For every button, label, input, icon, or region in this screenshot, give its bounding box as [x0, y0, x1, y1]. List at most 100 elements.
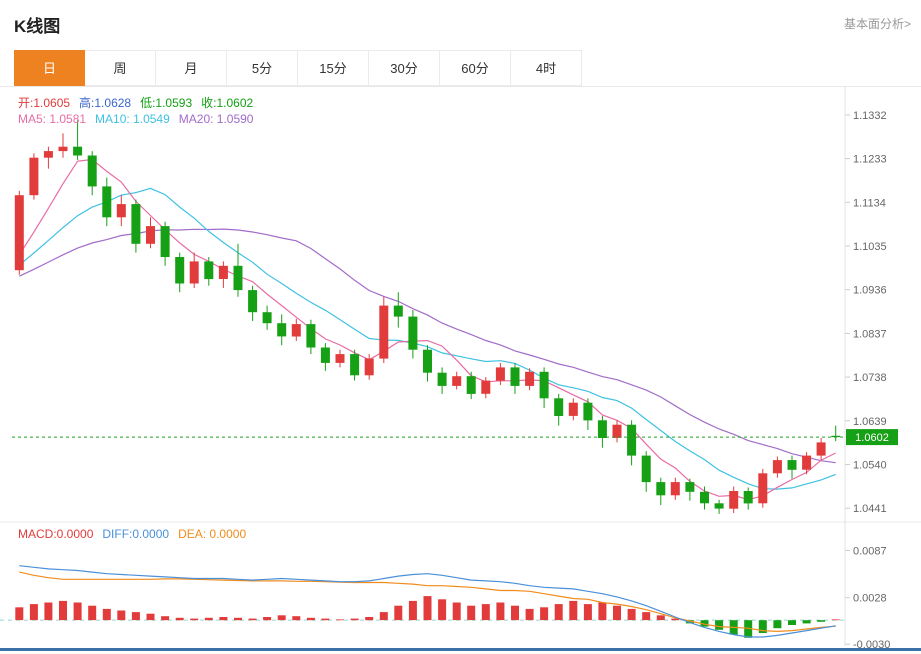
tab-week[interactable]: 周: [85, 50, 156, 86]
candle-body: [14, 195, 24, 271]
macd-bar: [292, 616, 301, 621]
bottom-divider: [0, 648, 921, 651]
macd-bar: [627, 608, 636, 621]
tab-day[interactable]: 日: [14, 50, 85, 86]
chart-area: 1.1332 1.1233 1.1134 1.1035 1.0936 1.0837 1.07…: [0, 87, 921, 654]
macd-bar: [554, 604, 563, 621]
candle-body: [160, 226, 170, 257]
macd-bar: [219, 617, 228, 621]
candle-body: [320, 347, 330, 363]
dea-line: [19, 571, 836, 633]
price-axis-label: 1.1035: [853, 241, 887, 253]
macd-bar: [379, 612, 388, 621]
candle-body: [597, 420, 607, 438]
candle-body: [43, 151, 53, 158]
macd-bar: [88, 605, 97, 621]
candle-body: [452, 376, 462, 386]
diff-line: [19, 565, 836, 638]
candle-body: [831, 435, 841, 438]
tab-30min[interactable]: 30分: [369, 50, 440, 86]
candle-body: [612, 424, 622, 438]
macd-bar: [263, 617, 272, 621]
macd-bar: [234, 617, 242, 621]
macd-bar: [496, 602, 505, 621]
macd-bar: [336, 619, 344, 621]
macd-bar: [59, 600, 67, 621]
candle-body: [29, 157, 39, 196]
macd-bar: [685, 620, 694, 624]
price-axis-label: 1.0837: [853, 328, 887, 340]
macd-bar: [117, 610, 126, 621]
macd-bar: [481, 604, 490, 621]
candle-body: [408, 316, 418, 350]
macd-bar: [394, 605, 403, 621]
macd-bar: [671, 618, 680, 621]
macd-bar: [511, 605, 519, 621]
candle-body: [277, 323, 287, 337]
candle-body: [291, 324, 301, 337]
macd-bar: [598, 602, 607, 621]
candle-body: [758, 473, 768, 504]
current-price-badge: [846, 429, 898, 446]
macd-bar: [306, 617, 315, 621]
macd-bar: [350, 618, 359, 621]
candle-body: [670, 482, 680, 496]
macd-bar: [248, 618, 257, 621]
kline-chart[interactable]: 1.1332 1.1233 1.1134 1.1035 1.0936 1.0837 1.07…: [0, 87, 921, 654]
macd-bar: [452, 602, 461, 621]
macd-bar: [15, 607, 24, 621]
macd-bar: [569, 600, 578, 621]
macd-bar: [146, 613, 155, 621]
macd-bar: [102, 608, 111, 621]
macd-bar: [715, 620, 724, 630]
candle-body: [233, 265, 243, 291]
macd-bar: [175, 617, 184, 621]
candle-body: [743, 491, 753, 504]
macd-bar: [277, 615, 286, 621]
candle-body: [510, 367, 520, 386]
page-title: K线图: [14, 17, 61, 36]
candle-body: [525, 371, 535, 386]
candle-body: [481, 380, 491, 394]
candle-body: [583, 402, 593, 421]
macd-bar: [788, 620, 796, 625]
candle-body: [495, 367, 505, 381]
tab-60min[interactable]: 60分: [440, 50, 511, 86]
candle-body: [364, 358, 374, 376]
tab-5min[interactable]: 5分: [227, 50, 298, 86]
ma10-line: [18, 187, 836, 490]
fundamental-analysis-link[interactable]: 基本面分析>: [843, 17, 911, 31]
macd-bar: [831, 619, 840, 621]
candle-body: [466, 376, 476, 394]
candle-body: [772, 460, 782, 474]
candle-body: [204, 261, 214, 280]
candle-body: [437, 372, 447, 386]
macd-bar: [467, 605, 476, 621]
candle-body: [568, 402, 578, 416]
candle-body: [146, 226, 155, 244]
candle-body: [350, 354, 360, 376]
candle-body: [335, 354, 345, 363]
candle-body: [714, 503, 724, 509]
tab-month[interactable]: 月: [156, 50, 227, 86]
candle-body: [685, 482, 695, 492]
candle-body: [131, 204, 141, 244]
macd-bar: [583, 604, 592, 621]
candle-body: [306, 324, 316, 348]
candle-body: [641, 455, 651, 483]
macd-bar: [365, 617, 374, 621]
candle-body: [539, 371, 549, 399]
tab-4hour[interactable]: 4时: [511, 50, 582, 86]
tab-15min[interactable]: 15分: [298, 50, 369, 86]
macd-bar: [29, 604, 38, 621]
macd-bar: [525, 608, 534, 621]
candle-body: [393, 305, 403, 317]
candle-body: [554, 398, 564, 416]
price-axis-label: 1.1233: [853, 154, 887, 166]
macd-bar: [642, 612, 651, 621]
macd-bar: [656, 615, 665, 621]
candle-body: [175, 257, 185, 284]
candle-body: [729, 491, 739, 509]
candle-body: [816, 442, 826, 456]
widget-header: K线图 基本面分析>: [0, 0, 921, 50]
